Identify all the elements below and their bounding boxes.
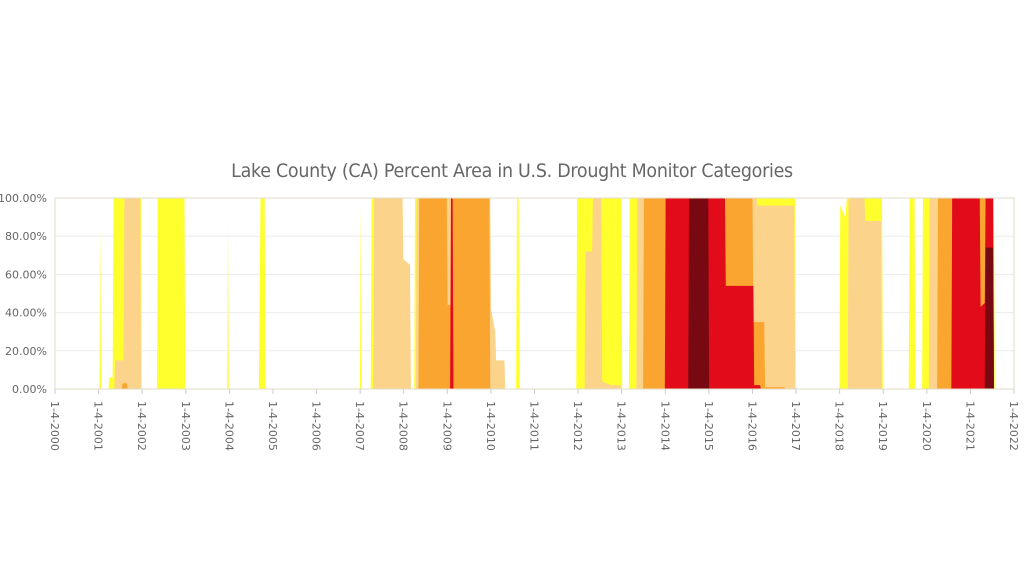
y-tick-label: 0.00% [12,383,47,396]
x-tick-label: 1-4-2020 [920,401,933,451]
drought-series-2 [55,198,1014,389]
x-tick-label: 1-4-2009 [440,401,453,451]
y-tick-label: 60.00% [5,268,47,281]
x-tick-label: 1-4-2015 [702,401,715,451]
drought-areas [55,198,1014,389]
x-tick-label: 1-4-2013 [615,401,628,451]
x-tick-label: 1-4-2010 [484,401,497,451]
y-tick-label: 100.00% [0,192,47,205]
y-tick-label: 40.00% [5,307,47,320]
x-tick-label: 1-4-2007 [353,401,366,451]
x-tick-label: 1-4-2001 [92,401,105,451]
x-tick-label: 1-4-2011 [528,401,541,451]
y-tick-label: 20.00% [5,345,47,358]
x-tick-label: 1-4-2022 [1007,401,1020,451]
x-tick-label: 1-4-2014 [658,401,671,451]
x-tick-label: 1-4-2018 [833,401,846,451]
x-tick-label: 1-4-2012 [571,401,584,451]
x-tick-label: 1-4-2016 [745,401,758,451]
x-tick-label: 1-4-2000 [48,401,61,451]
x-tick-label: 1-4-2006 [310,401,323,451]
x-tick-label: 1-4-2019 [876,401,889,451]
x-tick-label: 1-4-2004 [222,401,235,451]
x-tick-label: 1-4-2003 [179,401,192,451]
x-tick-label: 1-4-2017 [789,401,802,451]
x-tick-label: 1-4-2021 [963,401,976,451]
y-axis: 0.00% 20.00% 40.00% 60.00% 80.00% 100.00% [0,192,47,396]
chart-title: Lake County (CA) Percent Area in U.S. Dr… [231,160,793,182]
x-tick-label: 1-4-2005 [266,401,279,451]
x-axis: 1-4-2000 1-4-2001 1-4-2002 1-4-2003 1-4-2004… [48,389,1020,451]
x-tick-label: 1-4-2002 [135,401,148,451]
y-tick-label: 80.00% [5,230,47,243]
x-tick-label: 1-4-2008 [397,401,410,451]
